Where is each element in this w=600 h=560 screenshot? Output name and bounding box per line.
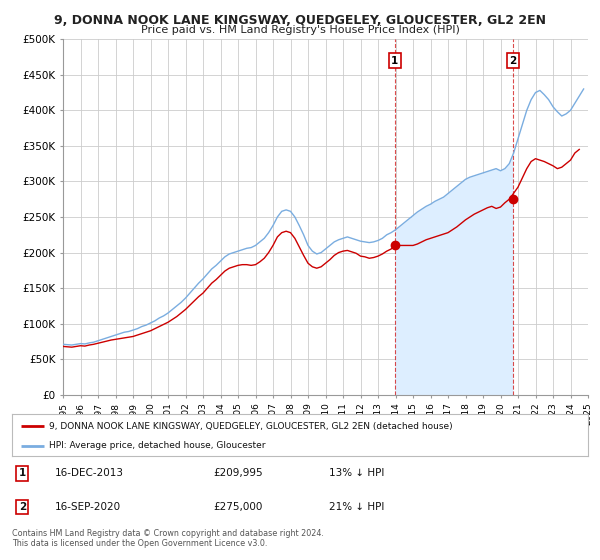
Text: Price paid vs. HM Land Registry's House Price Index (HPI): Price paid vs. HM Land Registry's House … (140, 25, 460, 35)
Text: 16-DEC-2013: 16-DEC-2013 (55, 468, 124, 478)
Text: Contains HM Land Registry data © Crown copyright and database right 2024.: Contains HM Land Registry data © Crown c… (12, 529, 324, 538)
Text: 21% ↓ HPI: 21% ↓ HPI (329, 502, 384, 512)
Text: 16-SEP-2020: 16-SEP-2020 (55, 502, 121, 512)
Text: 9, DONNA NOOK LANE KINGSWAY, QUEDGELEY, GLOUCESTER, GL2 2EN: 9, DONNA NOOK LANE KINGSWAY, QUEDGELEY, … (54, 14, 546, 27)
Text: 2: 2 (19, 502, 26, 512)
Text: £275,000: £275,000 (214, 502, 263, 512)
Text: £209,995: £209,995 (214, 468, 263, 478)
Text: HPI: Average price, detached house, Gloucester: HPI: Average price, detached house, Glou… (49, 441, 266, 450)
Text: 1: 1 (19, 468, 26, 478)
Text: 2: 2 (509, 55, 517, 66)
Text: 13% ↓ HPI: 13% ↓ HPI (329, 468, 384, 478)
Text: 9, DONNA NOOK LANE KINGSWAY, QUEDGELEY, GLOUCESTER, GL2 2EN (detached house): 9, DONNA NOOK LANE KINGSWAY, QUEDGELEY, … (49, 422, 453, 431)
Text: This data is licensed under the Open Government Licence v3.0.: This data is licensed under the Open Gov… (12, 539, 268, 548)
Text: 1: 1 (391, 55, 398, 66)
